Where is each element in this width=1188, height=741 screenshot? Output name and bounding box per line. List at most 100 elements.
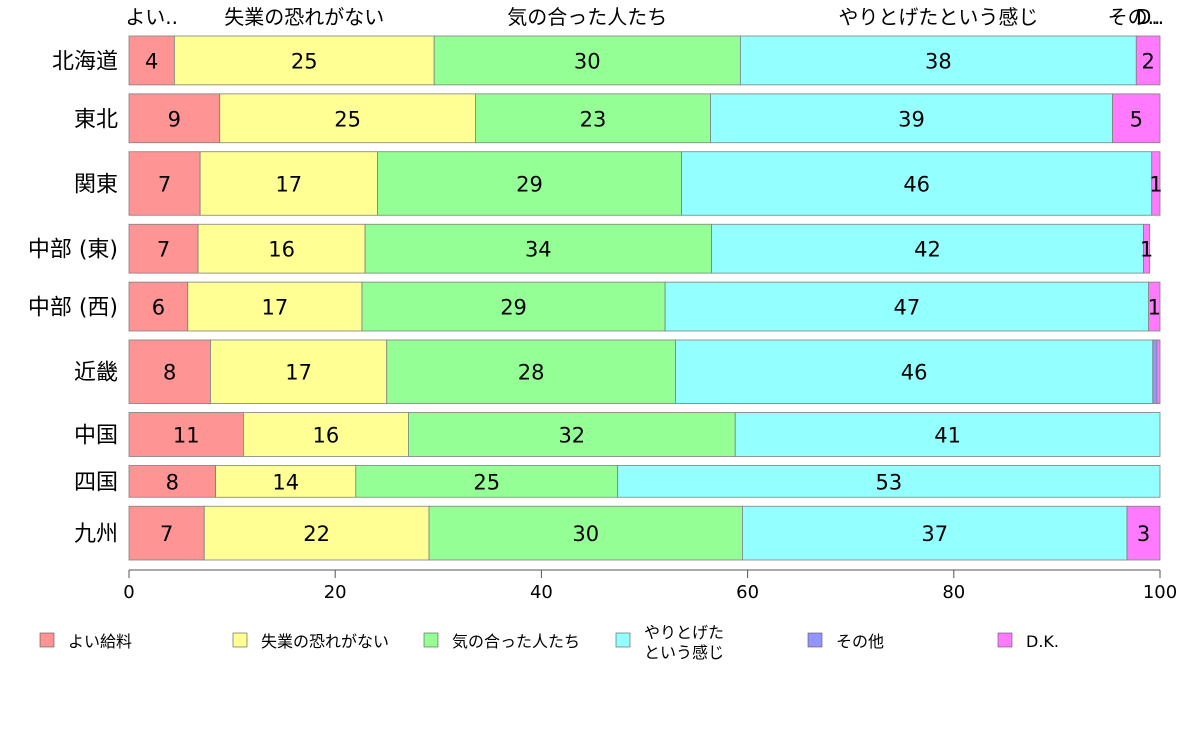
data-label: 14: [272, 470, 299, 494]
row-label: 九州: [74, 522, 118, 547]
bar-segment: [675, 339, 1154, 404]
legend-swatch: [39, 632, 55, 648]
bar-segment: [1143, 223, 1151, 274]
data-label: 29: [516, 172, 543, 196]
bar-segment: [734, 412, 1161, 457]
bar-segment: [210, 339, 388, 404]
data-label: 2: [1141, 49, 1154, 73]
bar-segment: [215, 465, 357, 498]
bar-segment: [199, 151, 378, 216]
top-series-label: よい..: [125, 5, 178, 29]
row-label: 四国: [74, 470, 118, 495]
data-label: 11: [173, 423, 200, 447]
row-label: 中国: [74, 423, 118, 448]
data-label: 30: [572, 522, 599, 546]
bar-segment: [377, 151, 683, 216]
data-label: 47: [894, 296, 921, 320]
data-label: 42: [914, 238, 941, 262]
data-label: 28: [518, 361, 545, 385]
bar-segment: [1152, 339, 1158, 404]
data-label: 38: [925, 49, 952, 73]
x-tick-label: 80: [942, 582, 965, 603]
bar-segment: [128, 339, 211, 404]
bar-segment: [1156, 339, 1161, 404]
x-tick-label: 40: [530, 582, 553, 603]
data-label: 1: [1149, 172, 1162, 196]
data-label: 3: [1137, 522, 1150, 546]
legend-label: D.K.: [1026, 632, 1059, 651]
legend-swatch: [807, 632, 823, 648]
bar-segment: [386, 339, 676, 404]
data-label: 1: [1148, 296, 1161, 320]
bar-segment: [219, 93, 476, 144]
bar-segment: [187, 281, 363, 332]
bar-segment: [428, 505, 743, 561]
bar-segment: [203, 505, 430, 561]
bar-segment: [1135, 35, 1161, 86]
legend-swatch: [997, 632, 1013, 648]
bar-segment: [128, 35, 175, 86]
legend-label: よい給料: [68, 632, 132, 651]
data-label: 39: [898, 107, 925, 131]
bar-segment: [1112, 93, 1161, 144]
data-label: 16: [313, 423, 340, 447]
bar-segment: [173, 35, 435, 86]
data-label: 8: [163, 361, 176, 385]
bar-segment: [710, 93, 1113, 144]
bar-segment: [742, 505, 1128, 561]
x-tick-label: 100: [1143, 582, 1177, 603]
row-label: 中部 (東): [28, 238, 118, 263]
data-label: 46: [903, 172, 930, 196]
bar-segment: [128, 412, 244, 457]
data-label: 17: [285, 361, 312, 385]
legend-label: その他: [836, 632, 884, 651]
x-tick-label: 20: [324, 582, 347, 603]
row-label: 中部 (西): [28, 296, 118, 321]
x-tick-label: 60: [736, 582, 759, 603]
data-label: 25: [334, 107, 361, 131]
bar-segment: [475, 93, 711, 144]
data-label: 37: [921, 522, 948, 546]
data-label: 7: [160, 522, 173, 546]
data-label: 1: [1140, 238, 1153, 262]
data-label: 8: [166, 470, 179, 494]
top-series-label: その..: [1108, 5, 1161, 29]
legend-label: 失業の恐れがない: [261, 632, 389, 651]
bar-segment: [355, 465, 619, 498]
legend-swatch: [232, 632, 248, 648]
data-label: 4: [145, 49, 158, 73]
row-label: 関東: [74, 172, 118, 197]
bar-segment: [711, 223, 1144, 274]
bar-segment: [197, 223, 366, 274]
bar-segment: [128, 281, 189, 332]
bar-segment: [681, 151, 1153, 216]
bar-segment: [361, 281, 666, 332]
row-label: 東北: [74, 107, 118, 132]
top-series-label: 失業の恐れがない: [224, 5, 384, 29]
data-label: 32: [558, 423, 585, 447]
x-tick-label: 0: [123, 582, 134, 603]
row-label: 北海道: [52, 49, 118, 74]
legend-swatch: [423, 632, 439, 648]
data-label: 23: [580, 107, 607, 131]
bar-segment: [128, 223, 199, 274]
top-series-label: やりとげたという感じ: [838, 5, 1038, 29]
data-label: 46: [901, 361, 928, 385]
bar-segment: [243, 412, 409, 457]
bar-segment: [128, 151, 201, 216]
bar-segment: [128, 93, 221, 144]
data-label: 41: [934, 423, 961, 447]
bar-segment: [1151, 151, 1161, 216]
data-label: 9: [168, 107, 181, 131]
bar-segment: [433, 35, 741, 86]
data-label: 29: [500, 296, 527, 320]
bar-segment: [128, 505, 205, 561]
row-label: 近畿: [74, 361, 118, 386]
data-label: 30: [574, 49, 601, 73]
data-label: 5: [1130, 107, 1143, 131]
top-series-label: 気の合った人たち: [507, 5, 667, 29]
legend-label: 気の合った人たち: [452, 632, 580, 651]
bar-segment: [128, 465, 217, 498]
data-label: 53: [875, 470, 902, 494]
